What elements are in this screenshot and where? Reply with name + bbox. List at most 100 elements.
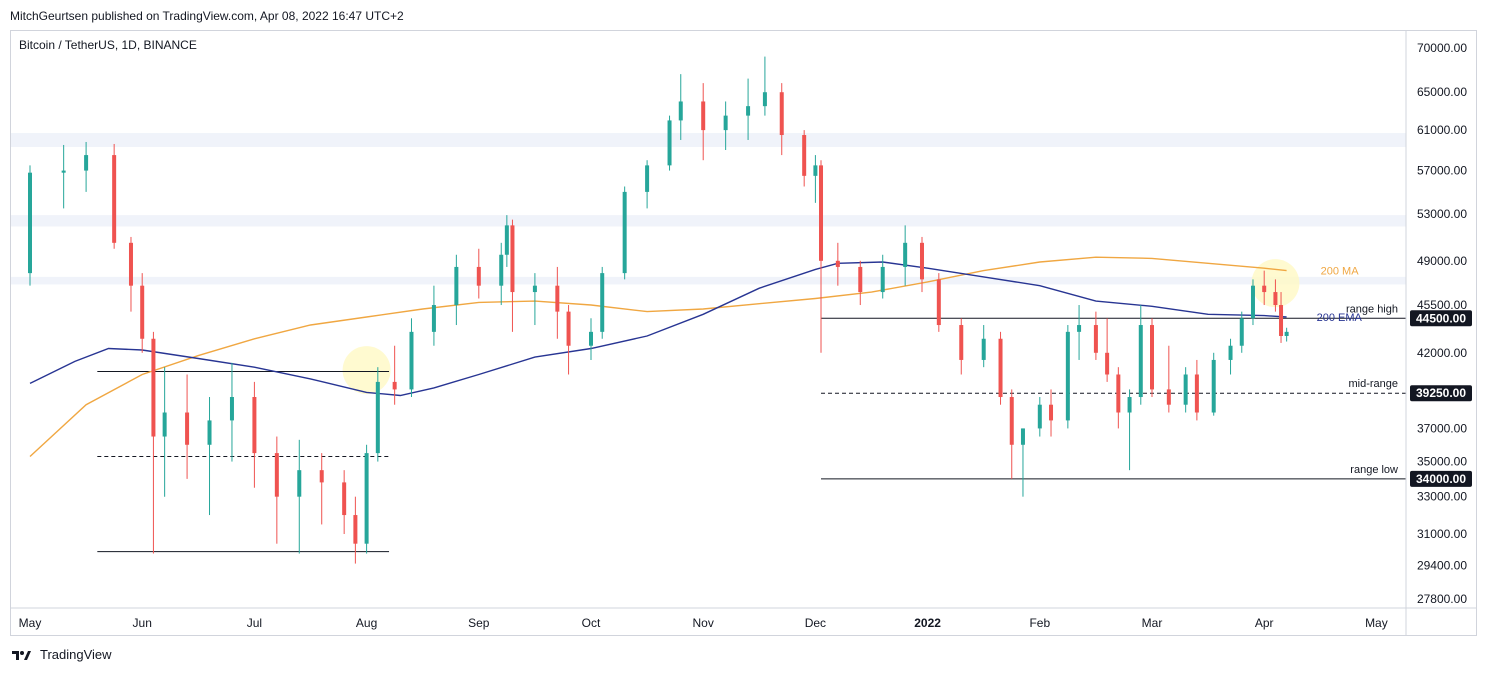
ema-200-label: 200 EMA	[1317, 312, 1363, 324]
candle-body	[566, 311, 571, 346]
time-tick-label: Nov	[693, 616, 714, 630]
chart-frame	[10, 30, 1477, 636]
candle-body	[779, 92, 784, 136]
candle-body	[813, 165, 818, 176]
candle-body	[229, 397, 234, 421]
candle-body	[1166, 389, 1171, 405]
level-name-label: range high	[1346, 303, 1398, 315]
candle-body	[998, 338, 1003, 398]
tradingview-brand[interactable]: TradingView	[12, 647, 112, 662]
level-name-label: mid-range	[1348, 378, 1398, 390]
level-value-box	[1410, 310, 1472, 327]
time-tick-label: Apr	[1255, 616, 1274, 630]
candle-body	[936, 279, 941, 326]
candle-body	[140, 285, 145, 339]
symbol-title: Bitcoin / TetherUS, 1D, BINANCE	[19, 38, 197, 52]
candle-body	[723, 115, 728, 131]
candle-body	[128, 242, 133, 286]
time-axis: May Jun Jul Aug Sep Oct Nov Dec 2022 Feb Mar Apr May	[11, 607, 1476, 630]
candle-body	[1183, 374, 1188, 405]
candle-body	[252, 397, 257, 454]
candle-body	[762, 92, 767, 107]
candle-body	[1049, 404, 1054, 421]
price-tick-label: 29400.00	[1417, 559, 1467, 573]
publisher-line: MitchGeurtsen published on TradingView.c…	[10, 9, 404, 23]
time-tick-label: Sep	[468, 616, 490, 630]
price-tick-label: 65000.00	[1417, 85, 1467, 99]
supply-zones	[11, 133, 1406, 285]
candle-body	[499, 254, 504, 286]
time-tick-label: May	[1365, 616, 1388, 630]
candle-body	[1279, 305, 1284, 336]
candle-body	[701, 101, 706, 131]
candle-body	[600, 273, 605, 332]
candle-body	[903, 242, 908, 267]
price-tick-label: 33000.00	[1417, 490, 1467, 504]
candle-body	[622, 191, 627, 274]
zone-band	[11, 276, 1406, 285]
price-tick-label: 45500.00	[1417, 298, 1467, 312]
candle-body	[392, 381, 397, 390]
price-tick-label: 57000.00	[1417, 164, 1467, 178]
candle-body	[1077, 325, 1082, 332]
price-tick-label: 27800.00	[1417, 592, 1467, 606]
candle-body	[342, 482, 347, 516]
candle-body	[61, 170, 66, 173]
candle-body	[1250, 285, 1255, 319]
price-tick-label: 35000.00	[1417, 455, 1467, 469]
level-value-box	[1410, 470, 1472, 487]
candle-body	[645, 165, 650, 192]
candle-body	[162, 412, 167, 437]
price-tick-label: 70000.00	[1417, 41, 1467, 55]
time-tick-label: Mar	[1142, 616, 1163, 630]
candle-body	[84, 155, 89, 171]
candle-body	[1093, 325, 1098, 353]
candle-body	[678, 101, 683, 121]
price-tick-label: 49000.00	[1417, 254, 1467, 268]
time-tick-label: Jun	[133, 616, 152, 630]
candle-body	[981, 338, 986, 360]
ma-200-label: 200 MA	[1321, 266, 1360, 278]
candle-body	[1284, 331, 1289, 336]
candle-body	[319, 470, 324, 483]
level-value-label: 39250.00	[1416, 386, 1466, 400]
level-lines	[97, 317, 1406, 553]
price-tick-label: 61000.00	[1417, 123, 1467, 137]
candle-body	[1138, 325, 1143, 398]
candle-body	[504, 225, 509, 255]
candle-body	[835, 260, 840, 267]
candle-body	[375, 381, 380, 454]
candle-body	[746, 106, 751, 116]
level-labels: range high 44500.00 mid-range 39250.00 range…	[1346, 303, 1472, 487]
candle-body	[185, 412, 190, 445]
candle-body	[1009, 397, 1014, 445]
time-tick-label: Jul	[247, 616, 262, 630]
level-value-box	[1410, 385, 1472, 402]
level-value-label: 44500.00	[1416, 311, 1466, 325]
candle-body	[880, 266, 885, 293]
price-tick-label: 31000.00	[1417, 527, 1467, 541]
candle-body	[1020, 428, 1025, 445]
time-tick-label: Aug	[356, 616, 377, 630]
highlight-circle	[342, 346, 391, 395]
candle-body	[819, 165, 824, 261]
candle-body	[959, 325, 964, 360]
candle-body	[532, 285, 537, 293]
candle-body	[802, 135, 807, 176]
candle-body	[1105, 352, 1110, 375]
candle-body	[1262, 285, 1267, 293]
candle-body	[1228, 345, 1233, 360]
candles	[28, 56, 1289, 564]
price-tick-label: 42000.00	[1417, 346, 1467, 360]
candle-body	[112, 155, 117, 243]
candle-body	[510, 225, 515, 293]
time-tick-label: Feb	[1029, 616, 1050, 630]
candle-body	[409, 331, 414, 390]
candle-body	[589, 331, 593, 346]
candle-body	[28, 172, 32, 274]
candle-body	[555, 285, 560, 312]
moving-averages: 200 MA 200 EMA	[29, 256, 1363, 458]
candle-body	[1150, 325, 1154, 390]
candle-body	[1037, 404, 1042, 429]
